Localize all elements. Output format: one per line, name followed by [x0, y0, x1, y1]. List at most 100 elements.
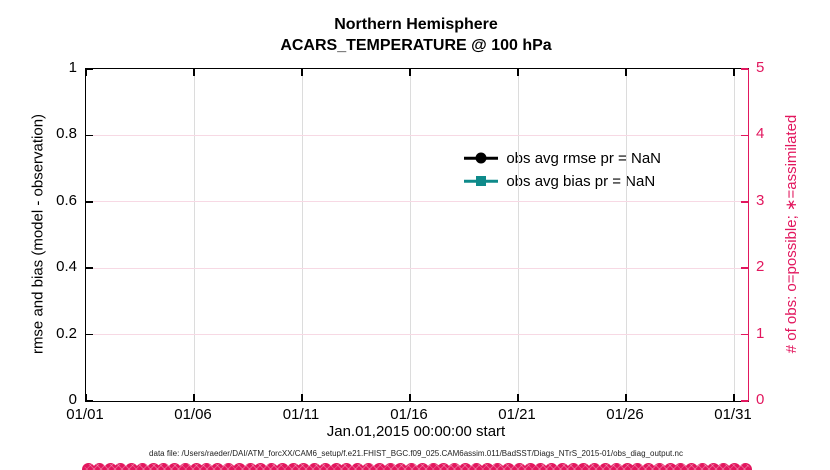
- legend-row: obs avg rmse pr = NaN: [464, 148, 661, 168]
- obs-count-marker: [609, 462, 623, 470]
- obs-count-marker: [265, 462, 279, 470]
- plot-area: obs avg rmse pr = NaN obs avg bias pr = N…: [82, 68, 752, 470]
- obs-count-band-texture: [84, 464, 750, 470]
- y-tick-label-left: 0.2: [56, 324, 77, 342]
- obs-count-marker: [534, 462, 548, 470]
- x-tick-label: 01/26: [606, 406, 644, 423]
- legend-label: obs avg rmse pr = NaN: [506, 149, 661, 167]
- obs-count-marker: [652, 462, 666, 470]
- obs-count-marker: [275, 462, 289, 470]
- obs-count-marker: [211, 462, 225, 470]
- x-tick-label: 01/06: [174, 406, 212, 423]
- y-tick-label-left: 1: [68, 59, 77, 76]
- y-tick-label-left: 0.6: [56, 191, 77, 209]
- x-tick-mark-top: [733, 69, 735, 76]
- obs-count-marker: [717, 462, 731, 470]
- x-tick-mark-bottom: [85, 394, 87, 401]
- y-tick-label-left: 0.8: [56, 125, 77, 143]
- x-tick-mark-bottom: [733, 394, 735, 401]
- right-axis-label: # of obs: o=possible; ∗=assimilated: [783, 114, 800, 354]
- x-tick-mark-top: [193, 69, 195, 76]
- gridline-vertical: [193, 69, 195, 401]
- right-tick-mark: [741, 333, 748, 336]
- obs-count-marker: [405, 462, 419, 470]
- obs-count-marker: [728, 462, 742, 470]
- data-file-path: data file: /Users/raeder/DAI/ATM_forcXX/…: [149, 449, 683, 458]
- obs-count-marker: [491, 462, 505, 470]
- gridline-vertical: [733, 69, 735, 401]
- obs-count-marker: [92, 462, 106, 470]
- right-tick-mark: [741, 201, 748, 203]
- x-tick-label: 01/21: [498, 406, 536, 423]
- left-tick-mark: [86, 134, 93, 137]
- gridline-horizontal: [86, 201, 748, 203]
- obs-count-marker: [588, 462, 602, 470]
- title-line-1: Northern Hemisphere: [334, 16, 498, 33]
- legend: obs avg rmse pr = NaN obs avg bias pr = N…: [464, 148, 661, 191]
- obs-count-marker: [598, 462, 612, 470]
- obs-count-marker: [566, 462, 580, 470]
- obs-count-marker: [329, 462, 343, 470]
- right-tick-mark: [741, 267, 748, 269]
- obs-count-marker: [189, 462, 203, 470]
- obs-count-marker: [340, 462, 354, 470]
- obs-count-marker: [706, 462, 720, 470]
- circle-marker-icon: [475, 152, 487, 164]
- obs-count-marker: [545, 462, 559, 470]
- gridline-vertical: [409, 69, 411, 401]
- x-tick-mark-top: [517, 69, 519, 76]
- x-axis-label: Jan.01,2015 00:00:00 start: [326, 423, 506, 440]
- y-tick-label-right: 3: [756, 191, 765, 209]
- obs-count-marker: [458, 462, 472, 470]
- y-tick-label-right: 5: [756, 59, 765, 76]
- x-tick-label: 01/16: [390, 406, 428, 423]
- obs-count-marker: [232, 462, 246, 470]
- obs-count-marker: [383, 462, 397, 470]
- obs-count-marker: [114, 462, 128, 470]
- legend-swatch: [464, 174, 499, 188]
- obs-count-marker: [685, 462, 699, 470]
- x-tick-label: 01/01: [66, 406, 104, 423]
- obs-count-marker: [372, 462, 386, 470]
- x-tick-mark-top: [85, 69, 87, 76]
- obs-count-marker: [82, 462, 95, 470]
- gridline-horizontal: [86, 334, 748, 336]
- obs-count-marker: [739, 462, 752, 470]
- obs-count-marker: [620, 462, 634, 470]
- obs-count-marker: [480, 462, 494, 470]
- obs-count-marker: [512, 462, 526, 470]
- square-marker-icon: [476, 176, 487, 186]
- obs-count-marker: [448, 462, 462, 470]
- obs-count-marker: [146, 462, 160, 470]
- obs-count-marker: [125, 462, 139, 470]
- x-tick-label: 01/31: [714, 406, 752, 423]
- gridline-vertical: [301, 69, 303, 401]
- left-tick-mark: [86, 267, 93, 269]
- x-tick-mark-bottom: [301, 394, 303, 401]
- obs-count-marker: [200, 462, 214, 470]
- y-tick-label-right: 1: [756, 324, 765, 342]
- obs-count-marker: [178, 462, 192, 470]
- obs-count-marker: [351, 462, 365, 470]
- obs-count-marker: [415, 462, 429, 470]
- legend-row: obs avg bias pr = NaN: [464, 171, 655, 191]
- obs-count-marker: [254, 462, 268, 470]
- legend-swatch: [464, 151, 499, 165]
- obs-count-marker: [577, 462, 591, 470]
- x-tick-mark-bottom: [193, 394, 195, 401]
- obs-count-marker: [631, 462, 645, 470]
- obs-count-marker: [502, 462, 516, 470]
- obs-count-marker: [663, 462, 677, 470]
- gridline-horizontal: [86, 267, 748, 269]
- obs-count-marker: [168, 462, 182, 470]
- obs-count-marker: [469, 462, 483, 470]
- y-tick-label-right: 0: [756, 391, 765, 408]
- x-tick-mark-top: [409, 69, 411, 76]
- obs-count-marker: [555, 462, 569, 470]
- legend-label: obs avg bias pr = NaN: [506, 172, 656, 190]
- title-line-2: ACARS_TEMPERATURE @ 100 hPa: [280, 37, 552, 54]
- y-tick-label-left: 0.4: [56, 258, 77, 276]
- right-tick-mark: [741, 400, 748, 402]
- obs-count-marker: [695, 462, 709, 470]
